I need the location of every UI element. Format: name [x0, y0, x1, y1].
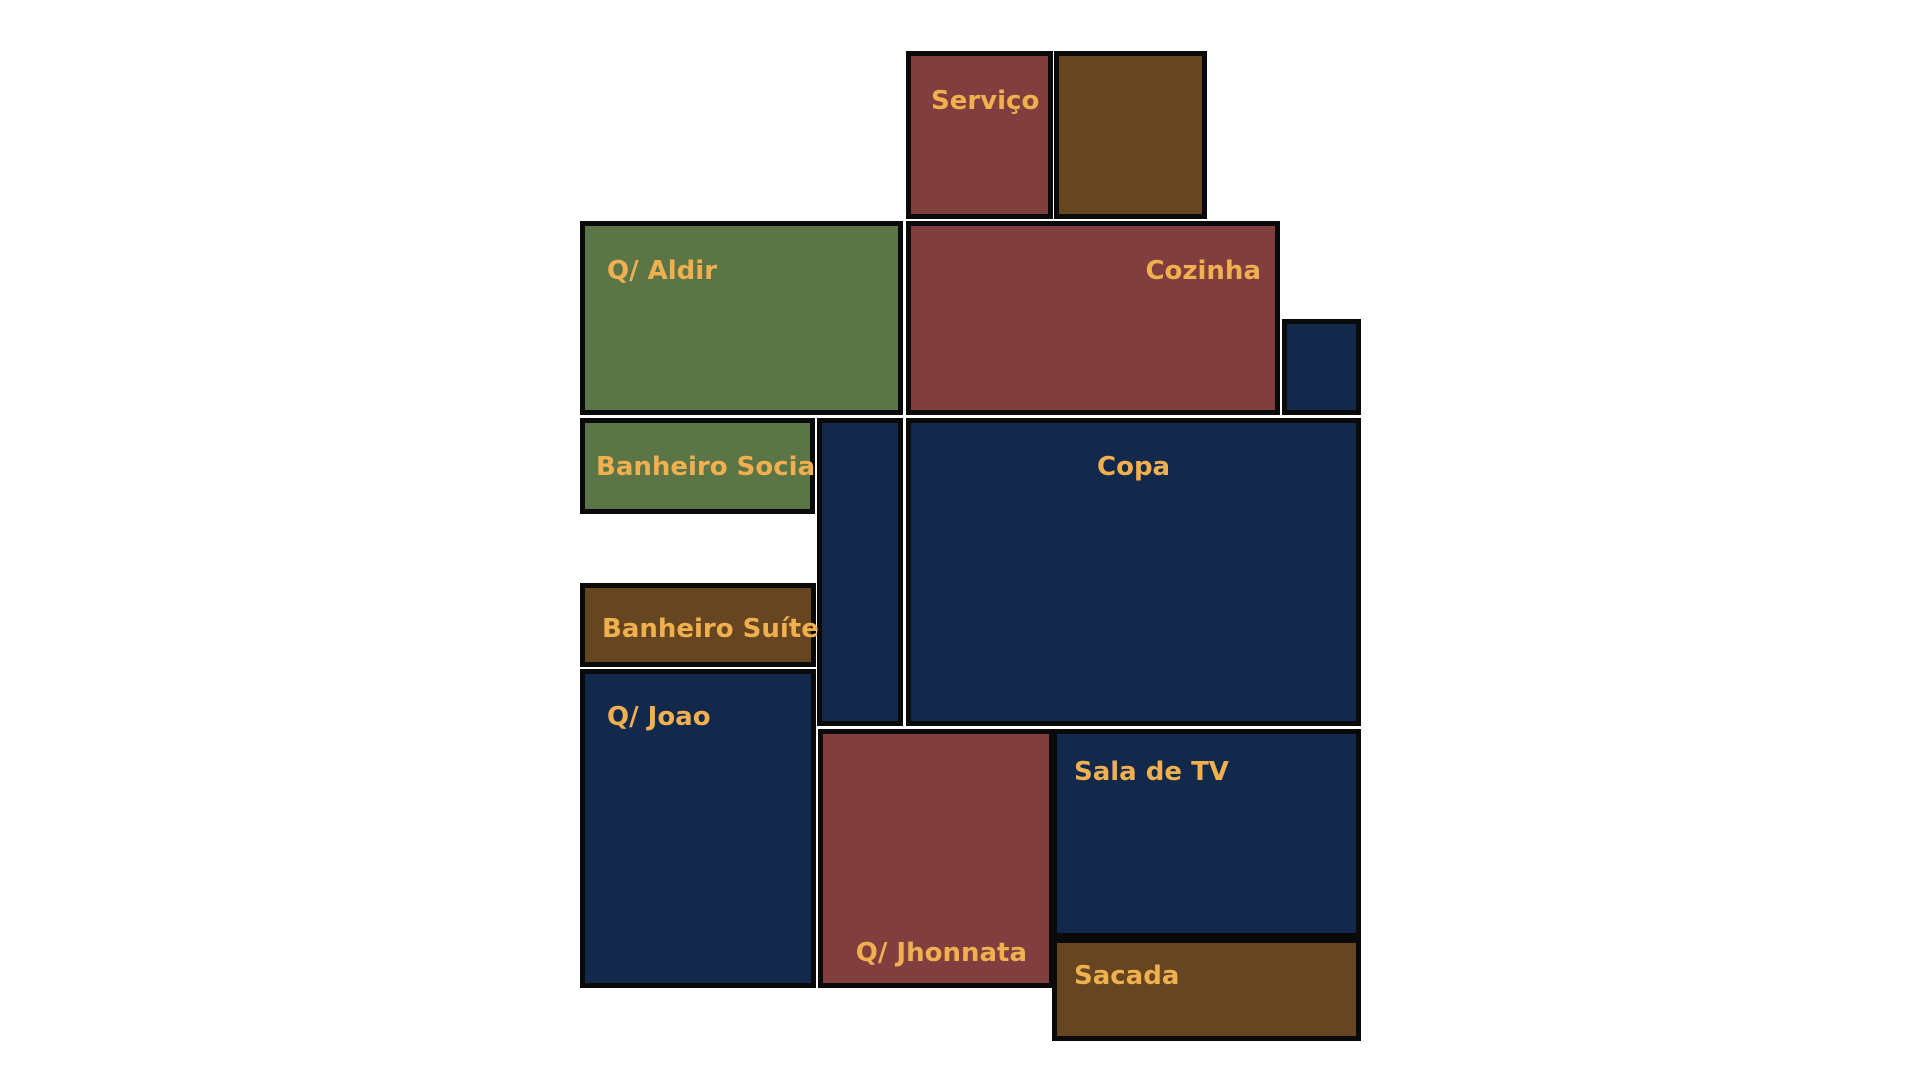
- room-corridor: [817, 418, 903, 726]
- room-servico: Serviço: [906, 51, 1053, 219]
- room-banheiro-social: Banheiro Social: [580, 418, 824, 514]
- room-sala-tv: Sala de TV: [1052, 729, 1361, 938]
- room-label-cozinha: Cozinha: [1145, 256, 1261, 286]
- room-label-sacada: Sacada: [1074, 961, 1180, 991]
- room-label-q-joao: Q/ Joao: [607, 702, 711, 732]
- room-label-copa: Copa: [1097, 452, 1171, 482]
- room-q-joao: Q/ Joao: [580, 669, 816, 988]
- room-banheiro-suite: Banheiro Suíte: [580, 583, 819, 667]
- room-servico-annex: [1054, 51, 1207, 219]
- room-label-q-jhonnata: Q/ Jhonnata: [855, 938, 1027, 968]
- room-label-banheiro-social: Banheiro Social: [596, 452, 825, 482]
- room-label-q-aldir: Q/ Aldir: [607, 256, 718, 286]
- room-q-aldir: Q/ Aldir: [580, 221, 903, 415]
- room-cozinha: Cozinha: [906, 221, 1280, 415]
- room-label-sala-tv: Sala de TV: [1074, 757, 1229, 787]
- room-label-banheiro-suite: Banheiro Suíte: [602, 614, 819, 644]
- room-copa: Copa: [906, 418, 1361, 726]
- room-q-jhonnata: Q/ Jhonnata: [818, 729, 1054, 988]
- room-sacada: Sacada: [1052, 938, 1361, 1041]
- room-small-navy: [1282, 319, 1361, 415]
- room-label-servico: Serviço: [931, 86, 1040, 116]
